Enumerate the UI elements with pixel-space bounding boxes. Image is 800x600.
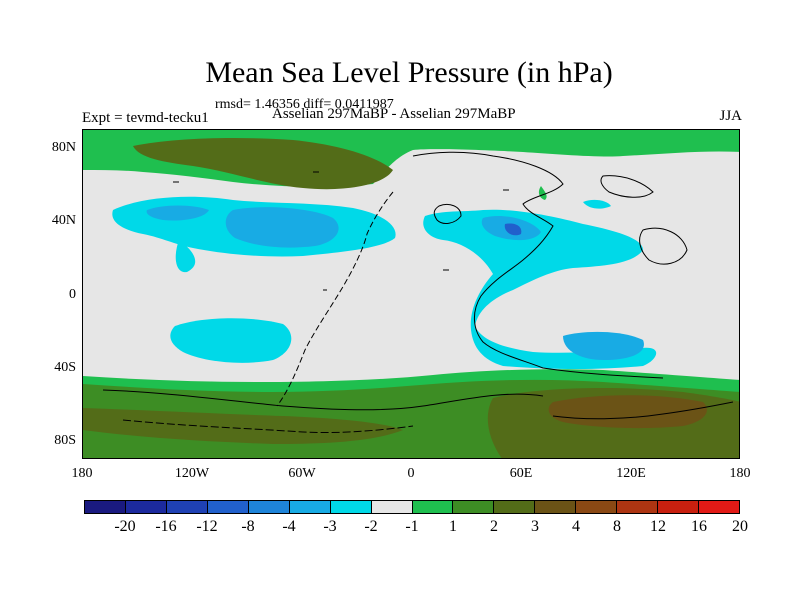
coastlines <box>102 151 734 434</box>
map-panel <box>82 129 740 459</box>
blue-west-core <box>146 205 209 221</box>
colorbar <box>84 500 740 514</box>
colorbar-label: 20 <box>732 518 748 535</box>
colorbar-swatch <box>494 501 536 513</box>
colorbar-swatch <box>166 501 208 513</box>
y-tick-label: 0 <box>69 287 76 302</box>
colorbar-label: 12 <box>650 518 666 535</box>
coastline-west <box>276 191 394 407</box>
colorbar-label: 2 <box>490 518 498 535</box>
brown-south-region <box>548 395 707 429</box>
colorbar-swatch <box>330 501 372 513</box>
colorbar-label: 4 <box>572 518 580 535</box>
coastline-east <box>412 151 664 379</box>
colorbar-label: -3 <box>323 518 337 535</box>
colorbar-label: -8 <box>241 518 255 535</box>
colorbar-swatch <box>207 501 249 513</box>
colorbar-swatch <box>617 501 659 513</box>
stats-text: rmsd= 1.46356 diff= 0.0411987 <box>215 97 394 112</box>
colorbar-label: 3 <box>531 518 539 535</box>
y-tick-label: 40N <box>51 213 76 228</box>
colorbar-label: 8 <box>613 518 621 535</box>
colorbar-swatch <box>85 501 126 513</box>
colorbar-swatch <box>658 501 700 513</box>
y-tick-label: 80S <box>54 433 76 448</box>
x-tick-label: 0 <box>407 466 415 481</box>
x-tick-label: 180 <box>71 466 93 481</box>
blue-southern-core <box>563 331 644 360</box>
colorbar-label: -1 <box>405 518 419 535</box>
y-tick-label: 40S <box>54 360 76 375</box>
x-tick-label: 60E <box>509 466 533 481</box>
colorbar-label: -12 <box>196 518 218 535</box>
colorbar-swatch <box>289 501 331 513</box>
blue-north-atlantic-core <box>225 207 339 248</box>
colorbar-label: -20 <box>114 518 136 535</box>
colorbar-swatch <box>535 501 577 513</box>
cyan-small-north <box>583 199 611 209</box>
cyan-lobe <box>175 240 196 273</box>
island-outline-1 <box>433 203 462 224</box>
cyan-south-pacific-region <box>170 318 292 363</box>
colorbar-label: 16 <box>691 518 707 535</box>
colorbar-swatch <box>125 501 167 513</box>
deep-blue-tethys-core <box>504 223 522 236</box>
coast-fragments <box>173 171 509 291</box>
colorbar-label: 1 <box>449 518 457 535</box>
green-spot <box>538 186 547 200</box>
experiment-label: Expt = tevmd-tecku1 <box>82 110 209 126</box>
comparison-label: Asselian 297MaBP - Asselian 297MaBP <box>272 106 516 122</box>
coastline-south-2 <box>122 419 414 434</box>
colorbar-swatch <box>371 501 413 513</box>
plot-title: Mean Sea Level Pressure (in hPa) <box>205 56 613 89</box>
colorbar-swatch <box>412 501 454 513</box>
colorbar-swatch <box>699 501 739 513</box>
colorbar-swatch <box>576 501 618 513</box>
colorbar-label: -4 <box>282 518 296 535</box>
colorbar-swatch <box>453 501 495 513</box>
x-tick-label: 180 <box>729 466 751 481</box>
colorbar-label: -2 <box>364 518 378 535</box>
pressure-map <box>83 130 739 458</box>
x-tick-label: 120W <box>174 466 210 481</box>
coastline-south <box>102 389 544 411</box>
cyan-tethys-region <box>423 209 657 369</box>
olive-north-region <box>133 138 393 190</box>
island-outline-3 <box>639 227 688 265</box>
season-label: JJA <box>719 108 742 124</box>
colorbar-swatch <box>248 501 290 513</box>
coastline-southeast <box>552 401 734 420</box>
island-outline-2 <box>600 175 654 198</box>
olive-south-west-region <box>83 408 403 444</box>
colorbar-label: -16 <box>155 518 177 535</box>
x-tick-label: 120E <box>616 466 646 481</box>
x-tick-label: 60W <box>288 466 316 481</box>
y-tick-label: 80N <box>51 140 76 155</box>
